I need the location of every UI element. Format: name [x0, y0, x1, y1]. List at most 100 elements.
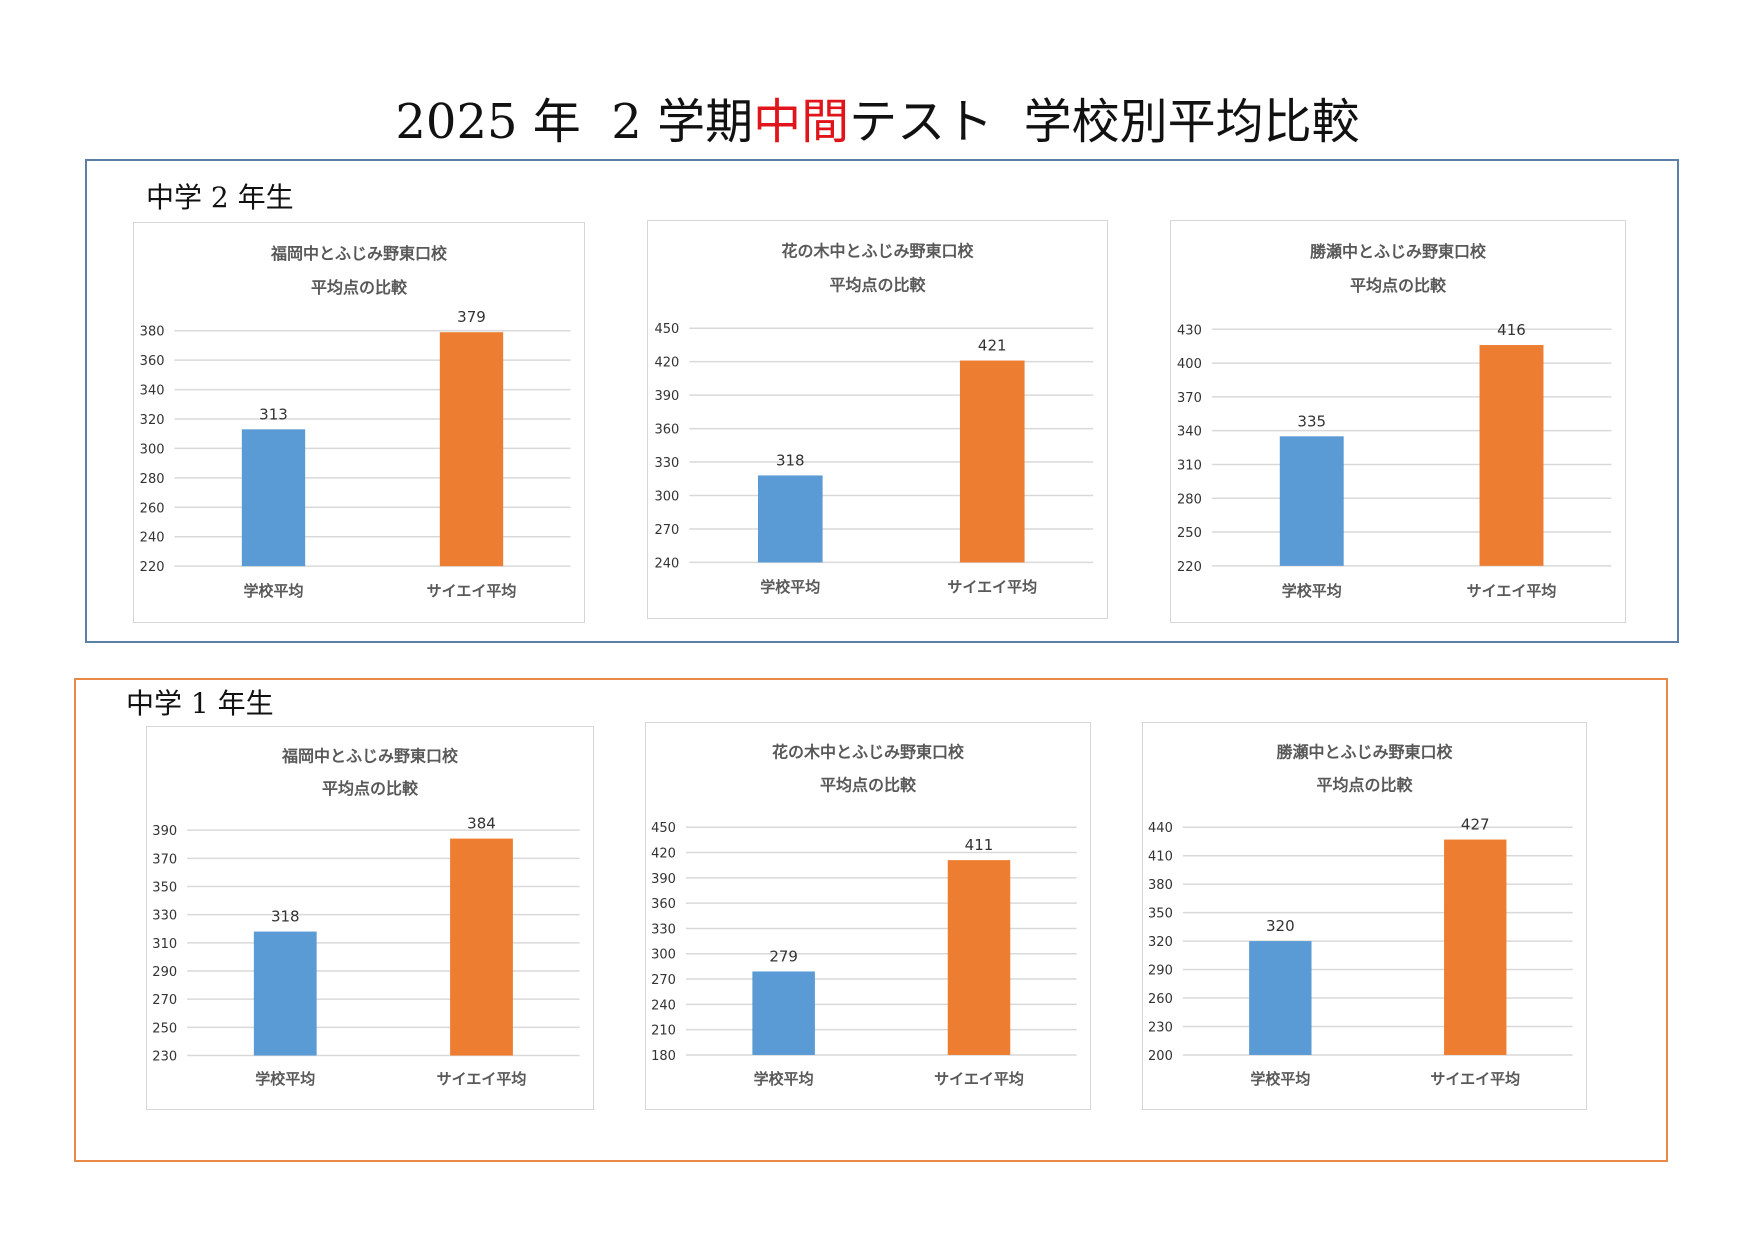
y-tick-label: 290	[152, 965, 177, 980]
bar-saiei-average	[439, 332, 504, 567]
y-tick-label: 210	[651, 1024, 676, 1039]
page-title: 2025 年 2 学期中間テスト 学校別平均比較	[0, 82, 1755, 152]
data-label: 379	[457, 308, 486, 326]
y-tick-label: 220	[1177, 560, 1202, 575]
y-tick-label: 340	[140, 384, 165, 399]
y-tick-label: 390	[651, 872, 676, 887]
y-tick-label: 310	[152, 937, 177, 952]
bar-saiei-average	[959, 360, 1025, 563]
x-category-label: 学校平均	[255, 1070, 315, 1088]
chart-title: 平均点の比較	[1350, 276, 1447, 295]
y-tick-label: 320	[1148, 935, 1173, 950]
y-tick-label: 380	[140, 325, 165, 340]
y-tick-label: 350	[1148, 907, 1173, 922]
x-category-label: 学校平均	[760, 578, 820, 596]
chart-title: 花の木中とふじみ野東口校	[781, 242, 974, 261]
chart-title: 平均点の比較	[311, 278, 408, 297]
y-tick-label: 450	[654, 322, 679, 337]
chart-title: 平均点の比較	[820, 776, 917, 795]
data-label: 320	[1266, 917, 1295, 935]
title-suffix: テスト 学校別平均比較	[849, 94, 1360, 150]
chart-title: 勝瀬中とふじみ野東口校	[1276, 743, 1453, 762]
data-label: 416	[1497, 321, 1526, 339]
title-prefix: 2025 年 2 学期	[395, 94, 754, 150]
y-tick-label: 380	[1148, 878, 1173, 893]
y-tick-label: 410	[1148, 850, 1173, 865]
bar-saiei-average	[947, 860, 1011, 1055]
chart-g2-katsuse: 勝瀬中とふじみ野東口校 平均点の比較 220 250 280 310 340 370 400 43…	[1170, 220, 1626, 623]
x-category-label: サイエイ平均	[947, 578, 1037, 596]
bar-school-average	[241, 429, 306, 567]
y-tick-label: 260	[140, 501, 165, 516]
chart-title: 福岡中とふじみ野東口校	[270, 244, 448, 263]
y-tick-label: 240	[140, 531, 165, 546]
data-label: 411	[965, 836, 994, 854]
y-tick-label: 440	[1148, 821, 1173, 836]
y-tick-label: 200	[1148, 1049, 1173, 1064]
data-label: 427	[1461, 816, 1490, 834]
chart-title: 勝瀬中とふじみ野東口校	[1310, 242, 1487, 261]
x-category-label: サイエイ平均	[427, 582, 517, 600]
y-tick-label: 270	[152, 993, 177, 1008]
y-tick-label: 420	[654, 356, 679, 371]
y-tick-label: 230	[1148, 1020, 1173, 1035]
y-tick-label: 250	[152, 1021, 177, 1036]
chart-title: 平均点の比較	[1316, 776, 1413, 795]
y-tick-label: 370	[152, 852, 177, 867]
x-category-label: 学校平均	[1250, 1070, 1310, 1088]
bar-school-average	[752, 971, 815, 1055]
chart-title: 平均点の比較	[829, 275, 926, 294]
chart-g1-hananoki: 花の木中とふじみ野東口校 平均点の比較 180 210 240 270 300 330 360 3…	[645, 722, 1091, 1110]
bar-saiei-average	[450, 838, 513, 1056]
data-label: 318	[271, 908, 300, 926]
bar-saiei-average	[1479, 345, 1544, 566]
grade-1-label: 中学 1 年生	[126, 687, 274, 720]
grade-1-section	[74, 678, 1668, 1162]
y-tick-label: 310	[1177, 458, 1202, 473]
y-tick-label: 280	[1177, 492, 1202, 507]
y-tick-label: 320	[140, 413, 165, 428]
chart-g2-fukuoka: 福岡中とふじみ野東口校 平均点の比較 220 240 260 280 300 320 340 36…	[133, 222, 585, 623]
y-tick-label: 260	[1148, 992, 1173, 1007]
x-category-label: サイエイ平均	[1430, 1070, 1520, 1088]
data-label: 335	[1297, 412, 1326, 430]
y-tick-label: 340	[1177, 425, 1202, 440]
y-tick-label: 360	[140, 354, 165, 369]
y-tick-label: 330	[152, 909, 177, 924]
chart-title: 花の木中とふじみ野東口校	[772, 743, 965, 762]
bar-school-average	[1279, 436, 1344, 566]
data-label: 279	[769, 947, 798, 965]
x-category-label: サイエイ平均	[1467, 582, 1557, 600]
y-tick-label: 430	[1177, 323, 1202, 338]
title-highlight: 中間	[753, 94, 850, 150]
bar-school-average	[1249, 941, 1312, 1055]
bar-school-average	[757, 475, 823, 563]
y-tick-label: 300	[140, 442, 165, 457]
y-tick-label: 300	[651, 948, 676, 963]
y-tick-label: 390	[654, 389, 679, 404]
y-tick-label: 350	[152, 880, 177, 895]
grade-2-section	[85, 159, 1679, 643]
data-label: 313	[259, 405, 288, 423]
x-category-label: 学校平均	[243, 582, 303, 600]
data-label: 384	[467, 815, 496, 833]
bar-school-average	[253, 931, 317, 1056]
x-category-label: 学校平均	[1282, 582, 1342, 600]
x-category-label: サイエイ平均	[437, 1070, 527, 1088]
x-category-label: 学校平均	[754, 1070, 814, 1088]
x-category-label: サイエイ平均	[934, 1070, 1024, 1088]
y-tick-label: 300	[654, 489, 679, 504]
y-tick-label: 360	[654, 423, 679, 438]
y-tick-label: 280	[140, 472, 165, 487]
y-tick-label: 250	[1177, 526, 1202, 541]
y-tick-label: 290	[1148, 964, 1173, 979]
y-tick-label: 220	[140, 560, 165, 575]
y-tick-label: 230	[152, 1050, 177, 1065]
y-tick-label: 330	[651, 922, 676, 937]
